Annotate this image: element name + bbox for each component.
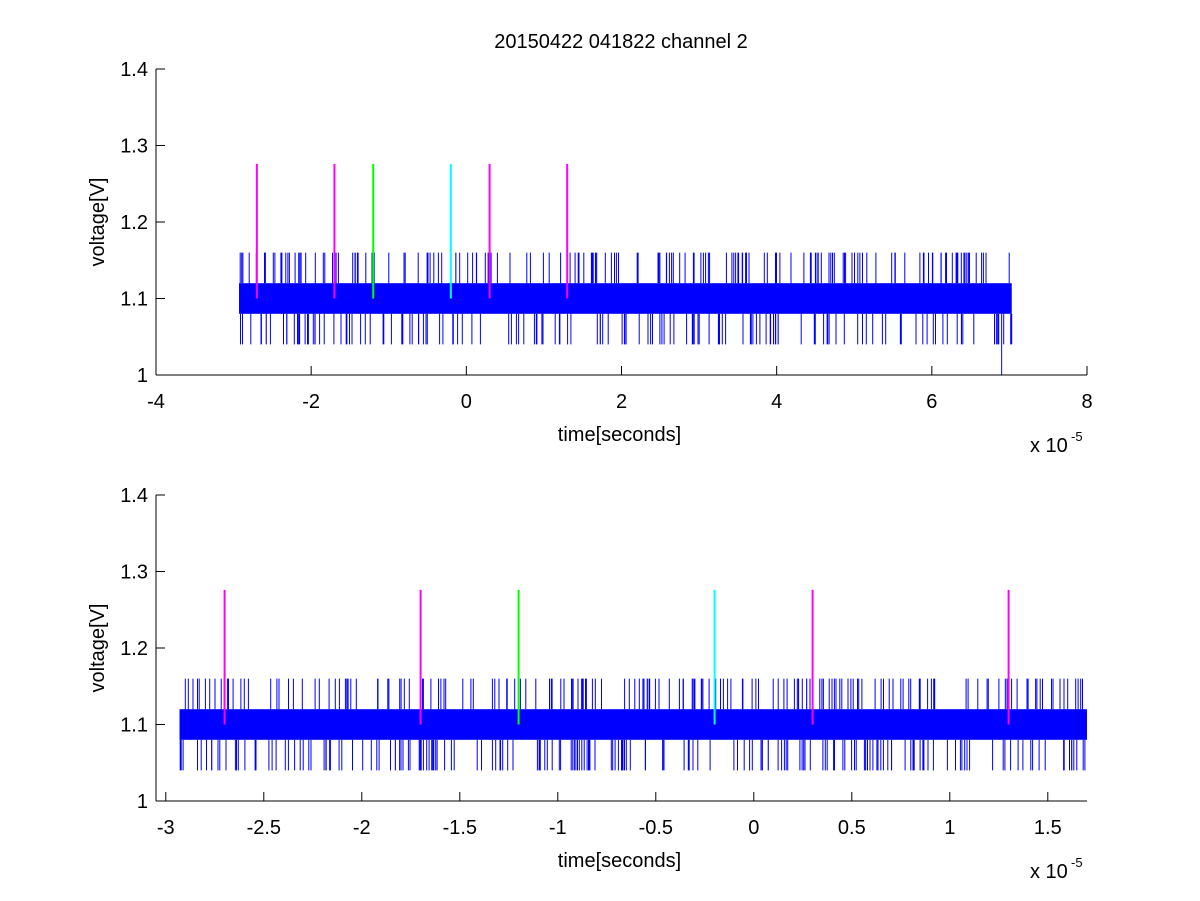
x-tick-label: 0 <box>748 817 759 839</box>
x-tick-label: 0 <box>461 391 472 413</box>
x-tick-label: -1.5 <box>443 817 477 839</box>
y-tick-label: 1.3 <box>120 562 148 584</box>
figure-title: 20150422 041822 channel 2 <box>494 31 748 53</box>
x-tick-label: -2.5 <box>247 817 281 839</box>
plot-top: -4 -2 0 2 4 6 8 1 1.1 1.2 1.3 1.4 time[seconds] volta… <box>87 59 1093 457</box>
plot-bottom: -3 -2.5 -2 -1.5 -1 -0.5 0 0.5 1 1.5 1 1.1 1.2 1.3 1.4 t… <box>87 485 1087 883</box>
x-exponent-label: x 10 <box>1030 435 1068 457</box>
signal-spikes-low <box>179 739 1086 771</box>
y-tick-label: 1.4 <box>120 485 148 507</box>
x-tick-label: 8 <box>1081 391 1092 413</box>
x-tick-label: 4 <box>771 391 782 413</box>
x-tick-label: 6 <box>926 391 937 413</box>
y-tick-label: 1.2 <box>120 212 148 234</box>
y-axis-label: voltage[V] <box>87 604 109 693</box>
x-tick-label: -2 <box>353 817 371 839</box>
x-exponent-value: -5 <box>1071 429 1083 444</box>
y-tick-label: 1.4 <box>120 59 148 81</box>
y-tick-label: 1.1 <box>120 715 148 737</box>
y-tick-label: 1.2 <box>120 638 148 660</box>
signal-band <box>179 709 1087 740</box>
x-tick-label: -2 <box>302 391 320 413</box>
x-tick-label: -4 <box>147 391 165 413</box>
plot-data-area <box>179 589 1087 771</box>
x-axis-label: time[seconds] <box>558 424 681 446</box>
x-exponent-label: x 10 <box>1030 861 1068 883</box>
signal-spikes-high <box>239 252 1010 284</box>
signal-spikes-low <box>240 313 1013 345</box>
x-exponent-value: -5 <box>1071 855 1083 870</box>
x-tick-label: 1 <box>944 817 955 839</box>
y-tick-label: 1 <box>137 791 148 813</box>
signal-band <box>239 283 1012 314</box>
plot-data-area <box>239 163 1013 375</box>
x-tick-label: 1.5 <box>1034 817 1062 839</box>
x-tick-label: -3 <box>157 817 175 839</box>
y-axis-label: voltage[V] <box>87 178 109 267</box>
x-tick-label: 0.5 <box>838 817 866 839</box>
x-axis-label: time[seconds] <box>558 850 681 872</box>
x-tick-label: -0.5 <box>639 817 673 839</box>
y-tick-label: 1 <box>137 365 148 387</box>
y-tick-label: 1.3 <box>120 136 148 158</box>
x-tick-label: 2 <box>616 391 627 413</box>
signal-spikes-high <box>184 678 1083 710</box>
y-tick-label: 1.1 <box>120 289 148 311</box>
x-tick-label: -1 <box>549 817 567 839</box>
